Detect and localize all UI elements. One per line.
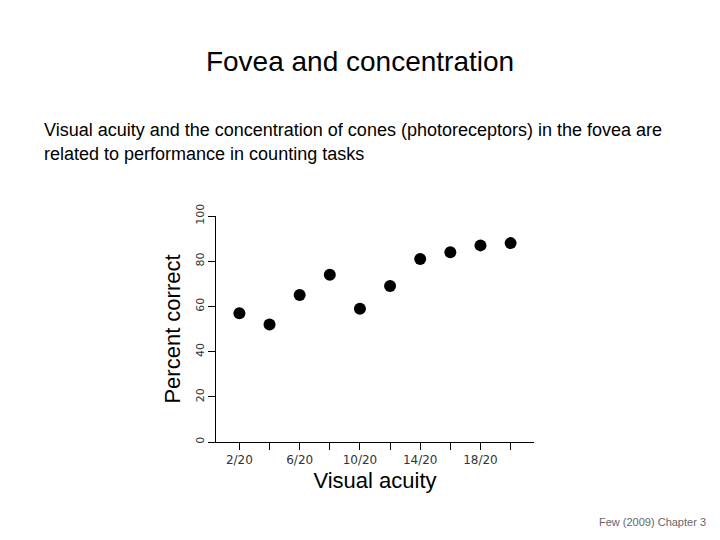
html-text:Few (2009) Chapter 3: Few (2009) Chapter 3	[599, 516, 706, 528]
svg-text:Percent correct: Percent correct	[160, 254, 185, 403]
svg-text:10/20: 10/20	[343, 453, 378, 467]
svg-text:0: 0	[194, 437, 207, 444]
svg-text:40: 40	[194, 343, 207, 357]
svg-text:100: 100	[194, 204, 207, 225]
html-text:Visual acuity and the concentr: Visual acuity and the concentration of c…	[44, 120, 662, 164]
svg-text:Visual acuity: Visual acuity	[313, 468, 436, 493]
html-text:Fovea and concentration: Fovea and concentration	[205, 46, 515, 77]
svg-text:80: 80	[194, 253, 207, 267]
svg-text:2/20: 2/20	[226, 453, 253, 467]
svg-text:6/20: 6/20	[286, 453, 313, 467]
svg-text:20: 20	[194, 388, 207, 402]
svg-text:60: 60	[194, 298, 207, 312]
svg-text:14/20: 14/20	[403, 453, 438, 467]
svg-text:18/20: 18/20	[463, 453, 498, 467]
